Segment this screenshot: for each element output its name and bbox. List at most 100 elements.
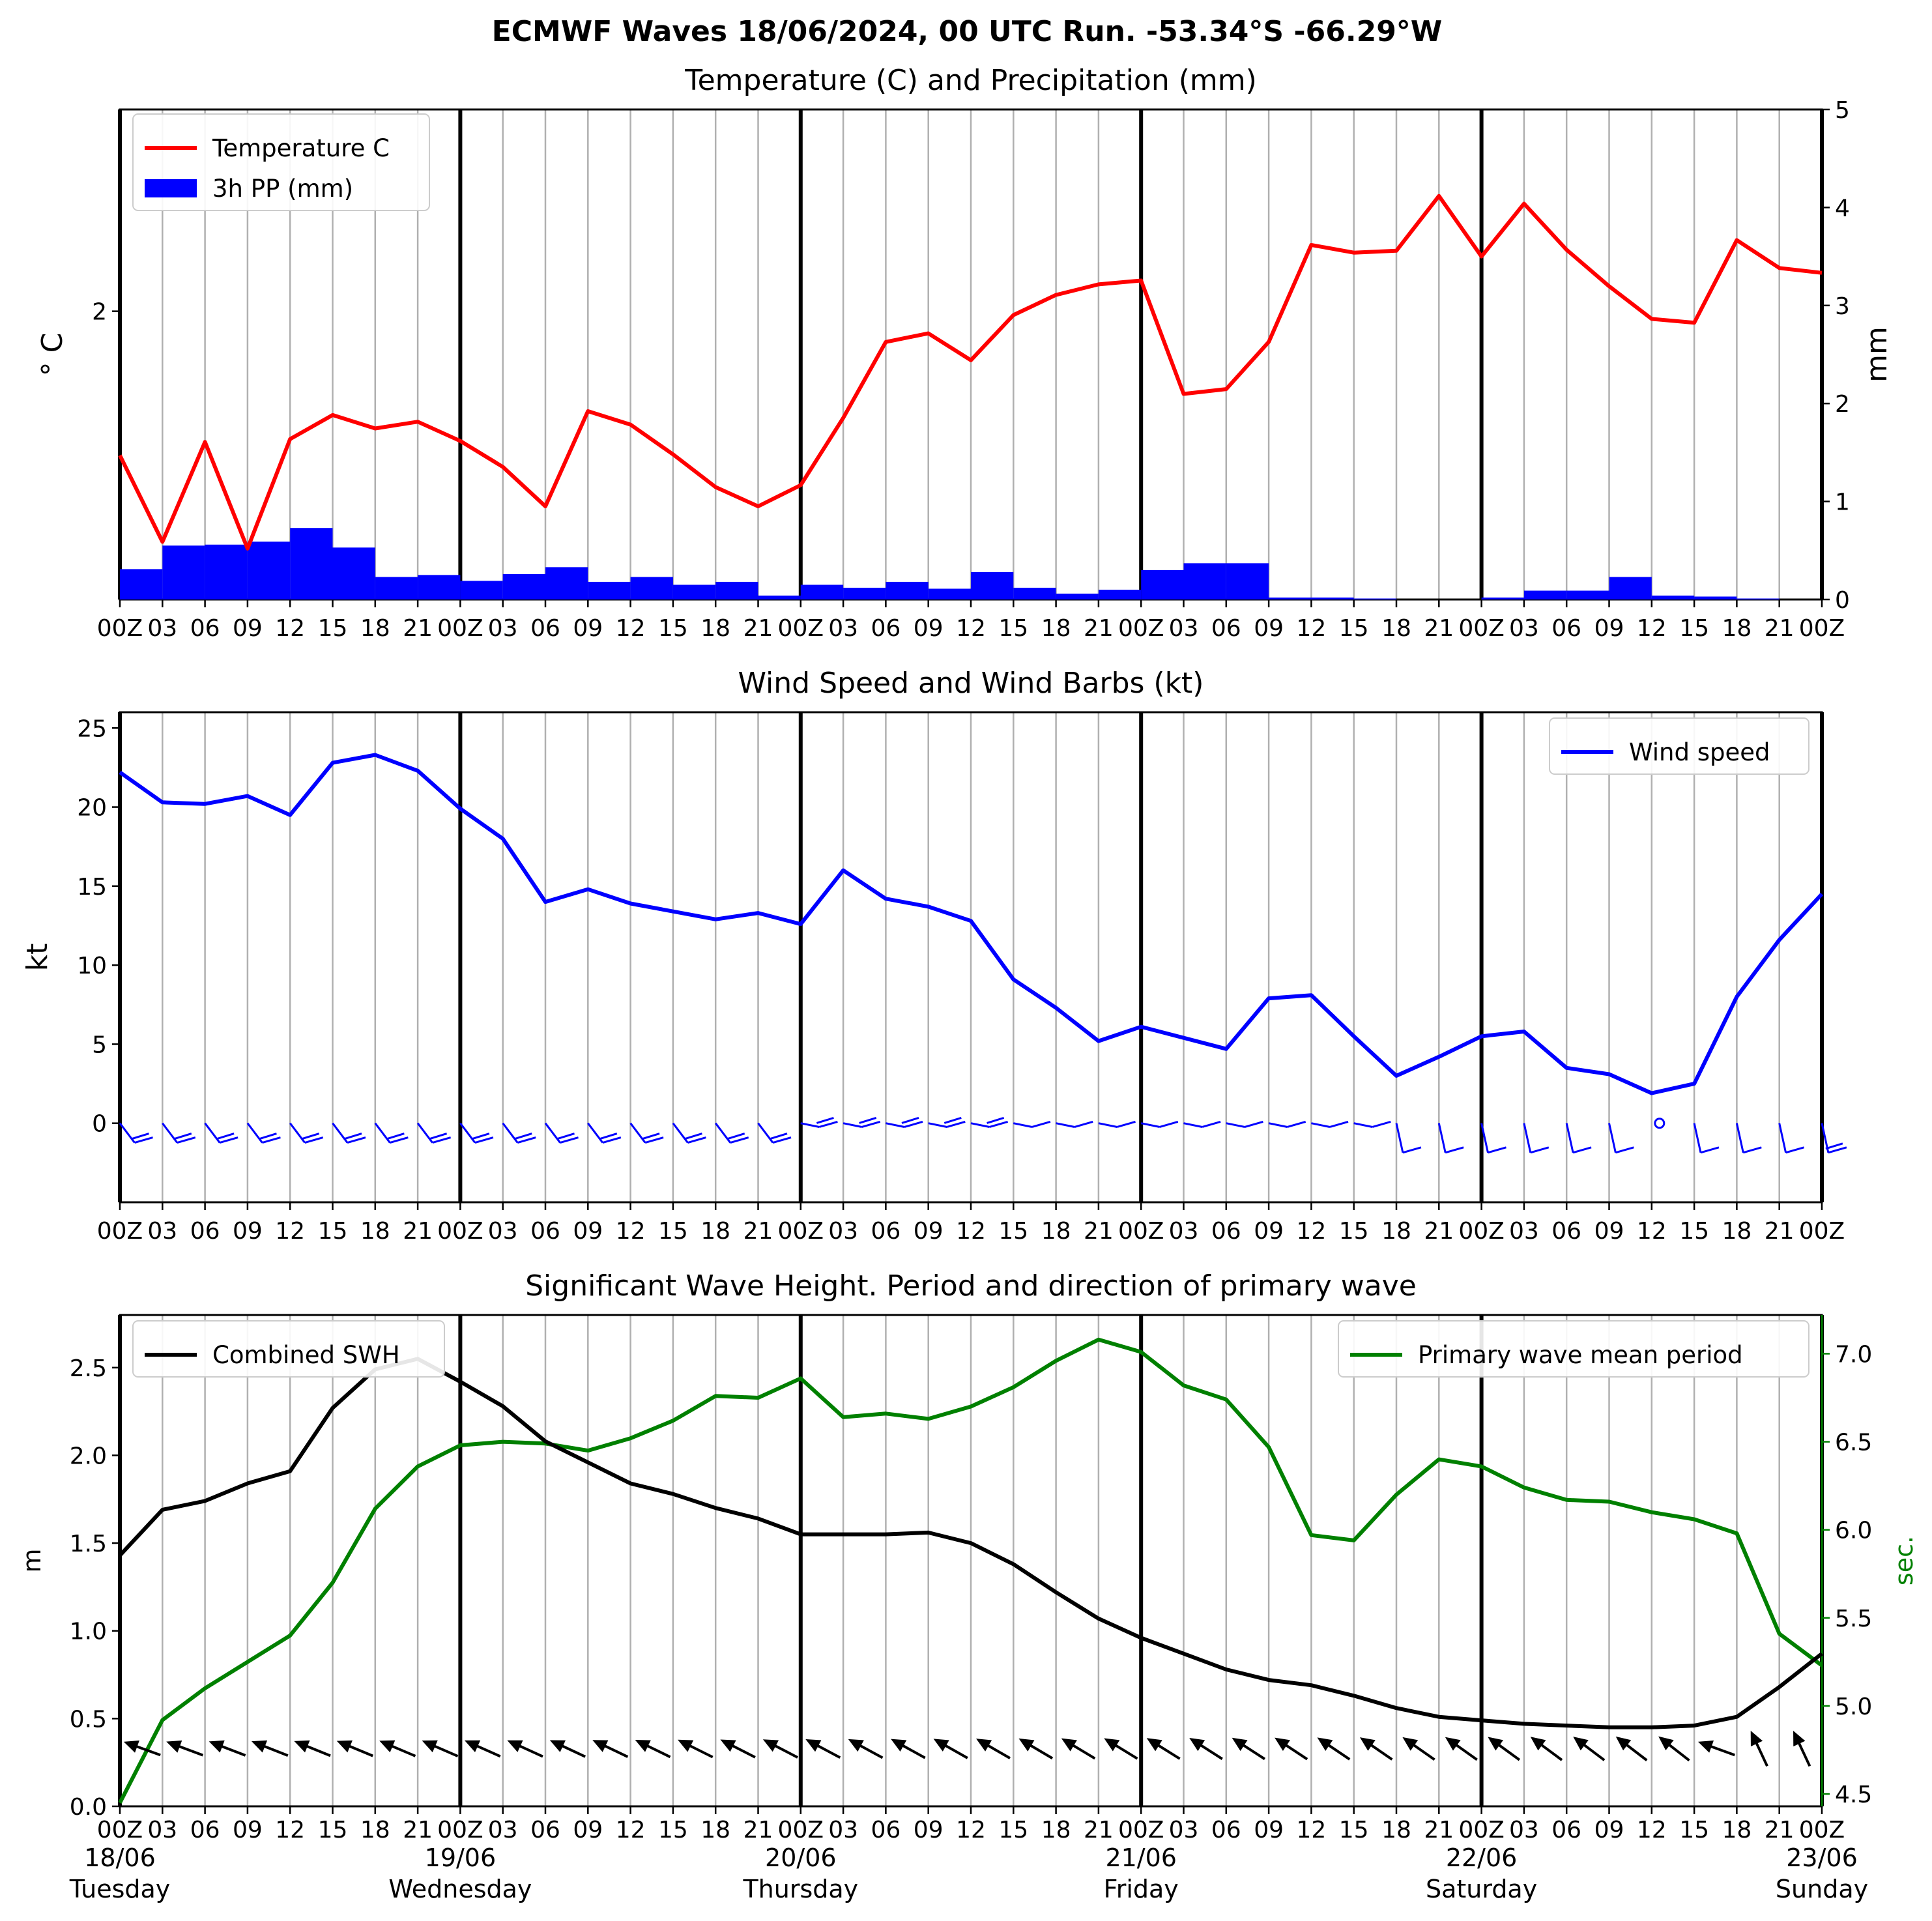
x-tick-label: 15: [1679, 1817, 1709, 1843]
wind-barb: [119, 1122, 153, 1144]
wind-barb-flag: [1402, 1146, 1422, 1154]
wind-barb: [587, 1122, 622, 1144]
wind-barb-flag: [602, 1136, 622, 1144]
wind-barb-staff: [459, 1122, 476, 1144]
wind-barb-staff: [1226, 1122, 1245, 1128]
x-tick-label: 21: [743, 1817, 773, 1843]
x-tick-label: 21: [403, 1817, 433, 1843]
x-tick-label: 18: [360, 1817, 390, 1843]
arrow-head: [1750, 1730, 1763, 1747]
arrow-shaft: [1410, 1742, 1435, 1761]
x-tick-label: 15: [998, 1218, 1028, 1245]
wind-barb-flag: [132, 1133, 150, 1140]
y-tick-label: 1.0: [70, 1619, 107, 1645]
wind-barb: [459, 1122, 494, 1144]
arrow-head: [166, 1740, 182, 1753]
wind-barb-flag: [642, 1133, 660, 1140]
wave-direction-arrow: [1104, 1738, 1138, 1760]
y2-axis-label: mm: [1860, 326, 1894, 383]
wind-barb-staff: [1140, 1122, 1161, 1128]
legend-label: Wind speed: [1629, 738, 1770, 766]
wind-barb-flag: [1287, 1121, 1306, 1128]
x-tick-label: 12: [1296, 1817, 1326, 1843]
precip-bar: [1269, 597, 1312, 599]
x-tick-label: 06: [530, 1817, 560, 1843]
x-tick-label: 06: [1551, 1817, 1581, 1843]
x-tick-label: 03: [147, 1218, 177, 1245]
x-tick-label: 00Z: [1118, 1817, 1164, 1843]
wind-barb-flag: [1785, 1146, 1804, 1154]
x-tick-label: 12: [275, 615, 305, 642]
arrow-shaft: [856, 1742, 884, 1759]
x-tick-label: 18: [1381, 1218, 1411, 1245]
wind-barb: [672, 1122, 706, 1144]
wave-direction-arrow: [1488, 1737, 1521, 1761]
x-tick-label: 03: [828, 615, 858, 642]
x-tick-label: 03: [1169, 1817, 1199, 1843]
precip-bar: [1311, 597, 1354, 599]
x-tick-label: 00Z: [97, 1817, 143, 1843]
arrow-shaft: [473, 1743, 501, 1758]
wind-barb: [1395, 1123, 1422, 1154]
y-axis-label: kt: [21, 944, 54, 972]
arrow-head: [251, 1740, 268, 1753]
wind-barb-flag: [344, 1133, 362, 1140]
wind-barb-flag: [770, 1133, 788, 1140]
arrow-head: [1445, 1737, 1461, 1751]
day-name-label: Wednesday: [388, 1875, 532, 1903]
x-tick-label: 18: [1722, 615, 1752, 642]
arrow-shaft: [388, 1743, 416, 1757]
arrow-shaft: [1580, 1742, 1606, 1761]
wind-barb-flag: [1572, 1146, 1592, 1154]
wave-direction-arrow: [123, 1740, 161, 1757]
wind-barb-staff: [1480, 1123, 1489, 1153]
x-tick-label: 15: [1339, 1218, 1369, 1245]
arrow-shaft: [516, 1743, 543, 1758]
wind-barb-flag: [474, 1136, 494, 1144]
arrow-head: [976, 1739, 992, 1752]
wind-barb-staff: [544, 1122, 561, 1144]
precip-bar: [886, 581, 929, 599]
arrow-head: [1658, 1736, 1674, 1751]
wave-direction-arrow: [1018, 1738, 1054, 1760]
wind-barb: [544, 1122, 579, 1144]
x-tick-label: 15: [998, 615, 1028, 642]
y-tick-label: 25: [77, 715, 107, 742]
wind-barb-flag: [386, 1133, 405, 1140]
precip-bar: [928, 588, 971, 599]
wind-barb-flag: [1031, 1121, 1051, 1128]
day-date-label: 21/06: [1105, 1843, 1177, 1872]
wind-barb-staff: [715, 1122, 731, 1144]
x-tick-label: 18: [1381, 615, 1411, 642]
wind-barb-staff: [970, 1122, 990, 1128]
wave-direction-arrow: [1402, 1737, 1435, 1761]
y-tick-label: 2.0: [70, 1443, 107, 1469]
wind-barb-staff: [1693, 1123, 1702, 1153]
x-tick-label: 06: [1211, 1817, 1241, 1843]
arrow-head: [1573, 1737, 1589, 1751]
x-tick-label: 09: [1594, 1218, 1624, 1245]
wave-direction-arrow: [1615, 1736, 1648, 1761]
arrow-head: [1189, 1738, 1205, 1752]
wave-direction-arrow: [720, 1739, 756, 1759]
x-tick-label: 12: [616, 1218, 646, 1245]
x-tick-label: 00Z: [1799, 1218, 1845, 1245]
x-tick-label: 18: [1722, 1218, 1752, 1245]
wind-barb-flag: [1329, 1121, 1349, 1128]
arrow-shaft: [984, 1742, 1011, 1759]
arrow-shaft: [728, 1742, 756, 1759]
wind-barb: [843, 1117, 881, 1128]
arrow-head: [678, 1739, 694, 1752]
panel-temperature-precip: Temperature (C) and Precipitation (mm)00…: [36, 64, 1894, 642]
wave-direction-arrow: [1189, 1738, 1223, 1760]
y-tick-label: 15: [77, 874, 107, 901]
y-tick-label: 1.5: [70, 1531, 107, 1557]
x-tick-label: 09: [233, 615, 263, 642]
precip-bar: [843, 587, 886, 599]
wind-barb-flag: [1159, 1121, 1179, 1128]
x-tick-label: 15: [318, 1817, 348, 1843]
y-axis-label: ° C: [36, 333, 69, 377]
arrow-head: [1615, 1736, 1632, 1751]
y-axis-label: m: [18, 1548, 46, 1572]
wind-barb-flag: [1825, 1142, 1843, 1150]
